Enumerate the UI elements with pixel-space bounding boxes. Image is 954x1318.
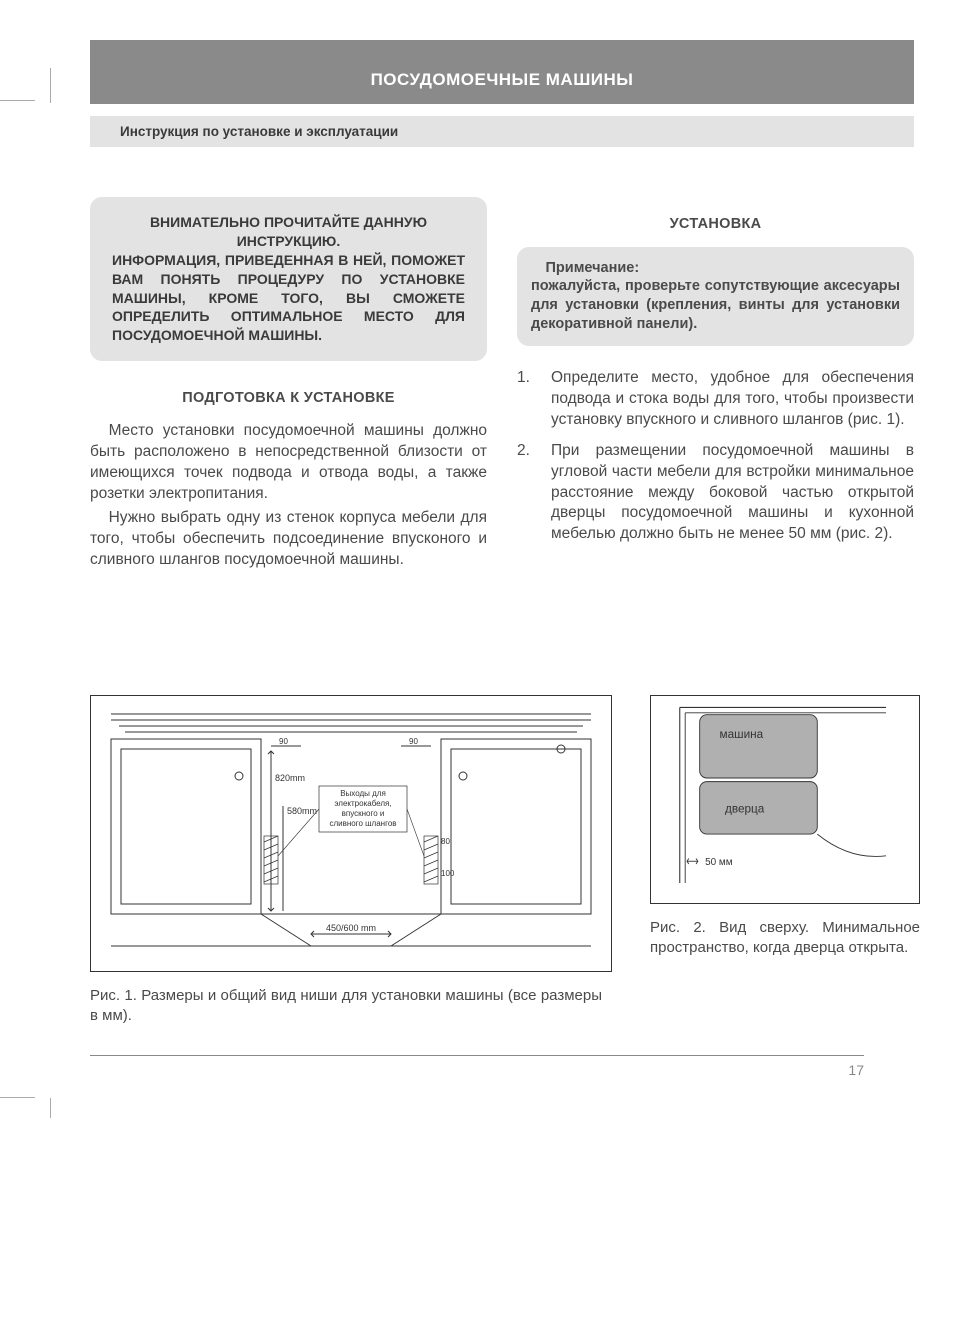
right-column: УСТАНОВКА Примечание: пожалуйста, провер… — [517, 197, 914, 575]
fig1-outlet-l3: впускного и — [342, 809, 385, 818]
crop-mark — [50, 68, 51, 103]
note-body: пожалуйста, проверьте сопутствующие аксе… — [531, 278, 900, 332]
install-step-1: Определите место, удобное для обеспечени… — [517, 368, 914, 431]
figure-1-caption: Рис. 1. Размеры и общий вид ниши для уст… — [90, 986, 612, 1025]
page-number: 17 — [848, 1062, 864, 1078]
attention-line1: ВНИМАТЕЛЬНО ПРОЧИТАЙТЕ ДАННУЮ ИНСТРУКЦИЮ… — [112, 213, 465, 251]
install-step-2: При размещении посудомоечной машины в уг… — [517, 441, 914, 546]
dim-580: 580mm — [287, 806, 317, 816]
install-steps: Определите место, удобное для обеспечени… — [517, 368, 914, 545]
figure-2: машина дверца 50 мм Рис. 2. Вид сверху. … — [650, 695, 920, 957]
page-header: ПОСУДОМОЕЧНЫЕ МАШИНЫ — [90, 40, 914, 104]
dim-90-right: 90 — [409, 737, 418, 746]
prep-paragraph-2: Нужно выбрать одну из стенок корпуса меб… — [90, 508, 487, 571]
attention-line2: ИНФОРМАЦИЯ, ПРИВЕДЕННАЯ В НЕЙ, ПОМОЖЕТ В… — [112, 251, 465, 345]
note-box: Примечание: пожалуйста, проверьте сопутс… — [517, 247, 914, 346]
crop-mark — [0, 1097, 35, 1098]
dim-50: 50 мм — [705, 857, 733, 868]
attention-box: ВНИМАТЕЛЬНО ПРОЧИТАЙТЕ ДАННУЮ ИНСТРУКЦИЮ… — [90, 197, 487, 361]
fig1-outlet-l2: электрокабеля, — [334, 799, 391, 808]
left-column: ВНИМАТЕЛЬНО ПРОЧИТАЙТЕ ДАННУЮ ИНСТРУКЦИЮ… — [90, 197, 487, 575]
fig2-door-label: дверца — [725, 803, 765, 816]
dim-width: 450/600 mm — [326, 923, 376, 933]
dim-90-left: 90 — [279, 737, 288, 746]
dim-100: 100 — [441, 869, 455, 878]
figure-2-diagram: машина дверца 50 мм — [650, 695, 920, 904]
fig2-machine-label: машина — [720, 728, 764, 741]
figure-1-diagram: 90 90 820mm 580mm Выходы для электрокабе… — [90, 695, 612, 972]
figure-1: 90 90 820mm 580mm Выходы для электрокабе… — [90, 695, 612, 1025]
prep-heading: ПОДГОТОВКА К УСТАНОВКЕ — [90, 389, 487, 409]
fig1-outlet-l4: сливного шлангов — [329, 819, 396, 828]
note-title: Примечание: — [531, 259, 900, 278]
dim-80: 80 — [441, 837, 450, 846]
page-subheader: Инструкция по установке и эксплуатации — [90, 116, 914, 147]
install-heading: УСТАНОВКА — [517, 215, 914, 235]
crop-mark — [50, 1098, 51, 1118]
figure-2-caption: Рис. 2. Вид сверху. Минимальное простран… — [650, 918, 920, 957]
fig1-outlet-l1: Выходы для — [340, 789, 386, 798]
page-footer: 17 — [90, 1055, 864, 1078]
crop-mark — [0, 100, 35, 101]
dim-820: 820mm — [275, 773, 305, 783]
prep-paragraph-1: Место установки посудомоечной машины дол… — [90, 421, 487, 505]
